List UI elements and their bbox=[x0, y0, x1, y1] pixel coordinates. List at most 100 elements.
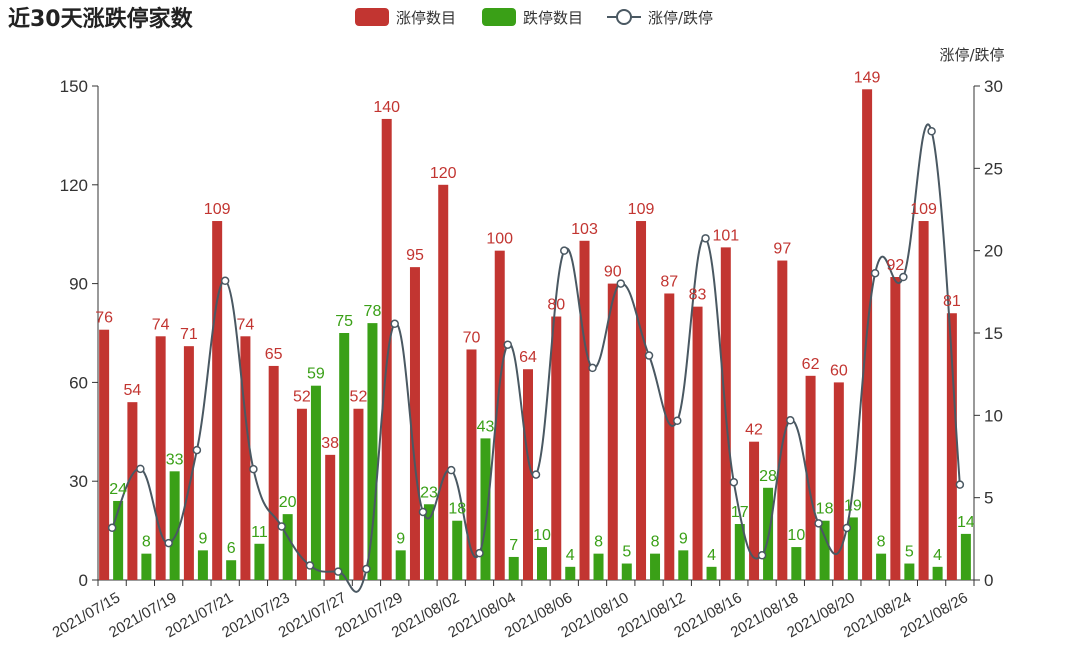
ratio-point bbox=[390, 319, 399, 329]
limit-up-bar bbox=[466, 349, 477, 580]
ratio-point bbox=[305, 561, 315, 570]
limit-down-value-label: 9 bbox=[679, 530, 688, 547]
right-axis-tick-label: 0 bbox=[984, 571, 993, 590]
limit-down-value-label: 7 bbox=[509, 537, 518, 554]
right-axis-tick-label: 25 bbox=[984, 159, 1003, 178]
limit-down-value-label: 8 bbox=[142, 534, 151, 551]
limit-down-bar bbox=[734, 524, 745, 580]
right-axis-tick-label: 10 bbox=[984, 406, 1003, 425]
limit-up-value-label: 109 bbox=[204, 201, 231, 218]
legend-limit-up-label: 涨停数目 bbox=[396, 9, 456, 27]
legend-item-ratio[interactable]: 涨停/跌停 bbox=[607, 9, 713, 27]
left-axis-tick-label: 90 bbox=[69, 275, 88, 294]
value-labels: 7624548743371910967411652052593875527814… bbox=[95, 69, 975, 564]
limit-up-bar bbox=[607, 283, 618, 580]
limit-up-value-label: 81 bbox=[943, 293, 961, 310]
limit-up-bar bbox=[946, 313, 957, 580]
limit-up-value-label: 70 bbox=[463, 329, 481, 346]
limit-up-value-label: 52 bbox=[293, 389, 311, 406]
limit-down-value-label: 28 bbox=[759, 468, 777, 485]
left-axis-tick-label: 0 bbox=[79, 571, 88, 590]
limit-up-bar bbox=[240, 336, 251, 580]
right-axis-tick-label: 5 bbox=[984, 489, 993, 508]
limit-up-value-label: 80 bbox=[547, 297, 565, 314]
ratio-point bbox=[842, 523, 852, 533]
limit-up-bar bbox=[494, 250, 505, 580]
ratio-point bbox=[701, 234, 710, 243]
legend-ratio-label: 涨停/跌停 bbox=[648, 9, 713, 27]
chart-title: 近30天涨跌停家数 bbox=[8, 6, 194, 32]
limit-down-bar bbox=[904, 563, 915, 580]
limit-up-bar bbox=[353, 408, 364, 580]
limit-down-bar bbox=[310, 385, 321, 580]
limit-down-bar bbox=[339, 333, 350, 580]
ratio-point bbox=[531, 470, 541, 479]
limit-down-bar bbox=[113, 500, 124, 580]
limit-up-value-label: 42 bbox=[745, 422, 763, 439]
limit-up-value-label: 95 bbox=[406, 247, 424, 264]
limit-up-bar bbox=[183, 346, 194, 580]
limit-down-bar bbox=[197, 550, 208, 580]
limit-down-bar bbox=[960, 533, 971, 580]
limit-down-value-label: 14 bbox=[957, 514, 975, 531]
limit-down-value-label: 78 bbox=[364, 303, 382, 320]
limit-down-value-label: 18 bbox=[816, 501, 834, 518]
limit-up-bar bbox=[805, 375, 816, 580]
left-axis-tick-label: 60 bbox=[69, 373, 88, 392]
limit-up-bar bbox=[99, 329, 110, 580]
limit-up-value-label: 74 bbox=[152, 316, 170, 333]
limit-down-bar bbox=[819, 520, 830, 580]
limit-up-value-label: 76 bbox=[95, 310, 113, 327]
limit-down-bar bbox=[791, 547, 802, 580]
limit-up-value-label: 92 bbox=[886, 257, 904, 274]
bars bbox=[99, 89, 971, 581]
ratio-point bbox=[164, 538, 173, 548]
limit-down-bar bbox=[565, 566, 576, 580]
ratio-point bbox=[644, 351, 654, 360]
limit-down-value-label: 18 bbox=[448, 501, 466, 518]
limit-down-value-label: 11 bbox=[251, 524, 268, 541]
limit-down-value-label: 20 bbox=[279, 494, 297, 511]
limit-up-value-label: 87 bbox=[660, 273, 678, 290]
ratio-point bbox=[814, 519, 823, 528]
limit-up-bar bbox=[325, 454, 336, 580]
limit-up-value-label: 74 bbox=[237, 316, 255, 333]
ratio-point bbox=[446, 465, 456, 475]
limit-down-bar bbox=[169, 471, 180, 580]
limit-up-value-label: 71 bbox=[180, 326, 198, 343]
limit-down-bar bbox=[621, 563, 632, 580]
limit-down-bar bbox=[423, 504, 434, 580]
limit-up-bar bbox=[438, 184, 449, 581]
limit-up-bar bbox=[664, 293, 675, 580]
legend-item-limit-up[interactable]: 涨停数目 bbox=[355, 8, 456, 27]
limit-up-value-label: 90 bbox=[604, 264, 622, 281]
limit-up-value-label: 109 bbox=[910, 201, 937, 218]
limit-down-bar bbox=[847, 517, 858, 580]
limit-down-value-label: 43 bbox=[477, 418, 495, 435]
limit-up-bar bbox=[381, 118, 392, 580]
left-axis-tick-label: 30 bbox=[69, 472, 88, 491]
limit-up-bar bbox=[296, 408, 307, 580]
limit-down-value-label: 10 bbox=[533, 527, 551, 544]
limit-up-value-label: 38 bbox=[321, 435, 339, 452]
limit-up-bar bbox=[268, 365, 279, 580]
ratio-point bbox=[503, 340, 512, 349]
limit-down-bar bbox=[706, 566, 717, 580]
ratio-point bbox=[333, 567, 343, 576]
limit-up-value-label: 64 bbox=[519, 349, 537, 366]
limit-down-value-label: 4 bbox=[566, 547, 575, 564]
limit-up-value-label: 103 bbox=[571, 221, 598, 238]
limit-down-bar bbox=[452, 520, 463, 580]
limit-down-value-label: 19 bbox=[844, 497, 862, 514]
limit-up-bar bbox=[833, 382, 844, 580]
limit-up-value-label: 109 bbox=[628, 201, 655, 218]
limit-up-value-label: 54 bbox=[123, 382, 141, 399]
limit-up-bar bbox=[551, 316, 562, 580]
ratio-point bbox=[107, 523, 117, 533]
limit-down-value-label: 4 bbox=[707, 547, 716, 564]
ratio-line-layer bbox=[107, 123, 965, 593]
limit-down-value-label: 5 bbox=[622, 544, 631, 561]
limit-down-value-label: 17 bbox=[731, 504, 749, 521]
limit-down-value-label: 8 bbox=[651, 534, 660, 551]
legend-item-limit-down[interactable]: 跌停数目 bbox=[482, 8, 583, 27]
